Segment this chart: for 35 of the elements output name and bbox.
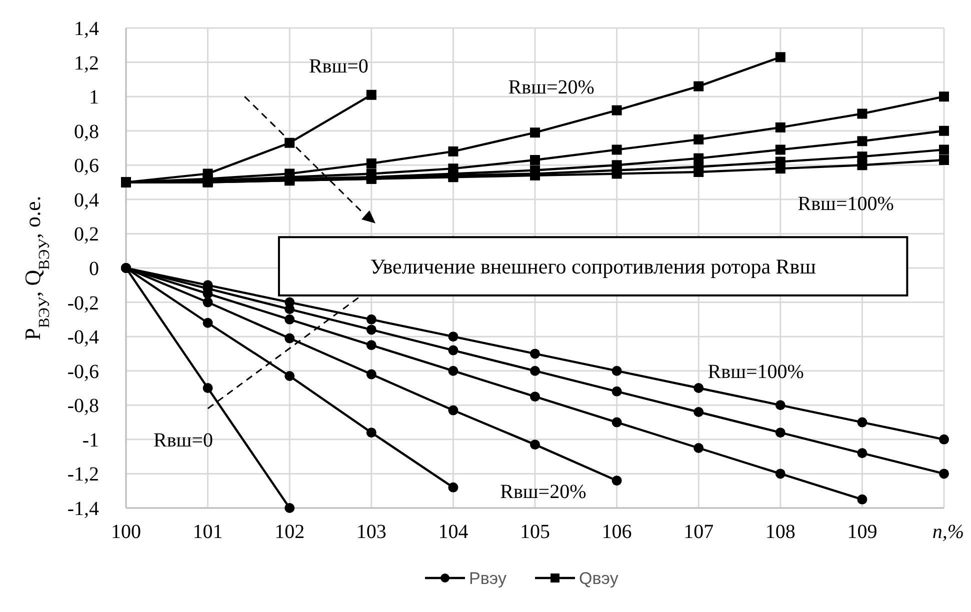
annotation: Rвш=0 bbox=[154, 429, 213, 452]
y-tick-label: 0,4 bbox=[74, 189, 99, 212]
x-tick-label: 100 bbox=[111, 521, 141, 543]
y-tick-label: 1,2 bbox=[74, 52, 99, 74]
y-tick-label: -0,2 bbox=[67, 292, 99, 314]
y-tick-label: -1 bbox=[82, 429, 99, 452]
y-tick-label: 1 bbox=[89, 86, 99, 109]
x-tick-label: 102 bbox=[274, 521, 305, 543]
y-tick-label: -1,4 bbox=[67, 498, 99, 520]
x-tick-label: 108 bbox=[765, 521, 796, 543]
x-axis-title: n,% bbox=[932, 521, 964, 543]
x-tick-label: 103 bbox=[356, 521, 386, 543]
y-tick-label: 0,8 bbox=[74, 120, 99, 143]
annotation: Rвш=100% bbox=[708, 360, 804, 383]
x-tick-label: 104 bbox=[438, 521, 468, 543]
x-tick-label: 106 bbox=[602, 521, 632, 543]
x-tick-label: 107 bbox=[684, 521, 714, 543]
annotation: Rвш=100% bbox=[798, 192, 894, 215]
y-tick-label: -0,6 bbox=[67, 360, 99, 383]
y-tick-label: 1,4 bbox=[74, 18, 99, 40]
annotation: Увеличение внешнего сопротивления ротора Rвш bbox=[370, 254, 816, 278]
legend-label: Pвэу bbox=[469, 569, 508, 588]
y-tick-label: -1,2 bbox=[67, 464, 99, 486]
annotation: Rвш=0 bbox=[308, 56, 368, 78]
x-tick-label: 109 bbox=[847, 521, 878, 543]
y-tick-label: 0 bbox=[89, 258, 99, 280]
annotation: Rвш=20% bbox=[508, 76, 594, 98]
y-tick-label: 0,6 bbox=[74, 155, 99, 178]
x-tick-label: 105 bbox=[520, 521, 550, 543]
y-tick-label: -0,4 bbox=[67, 326, 99, 349]
annotation: Rвш=20% bbox=[500, 480, 586, 503]
y-tick-label: 0,2 bbox=[74, 224, 99, 246]
x-tick-label: 101 bbox=[192, 521, 223, 543]
legend-label: Qвэу bbox=[579, 569, 619, 588]
y-tick-label: -0,8 bbox=[67, 395, 99, 418]
